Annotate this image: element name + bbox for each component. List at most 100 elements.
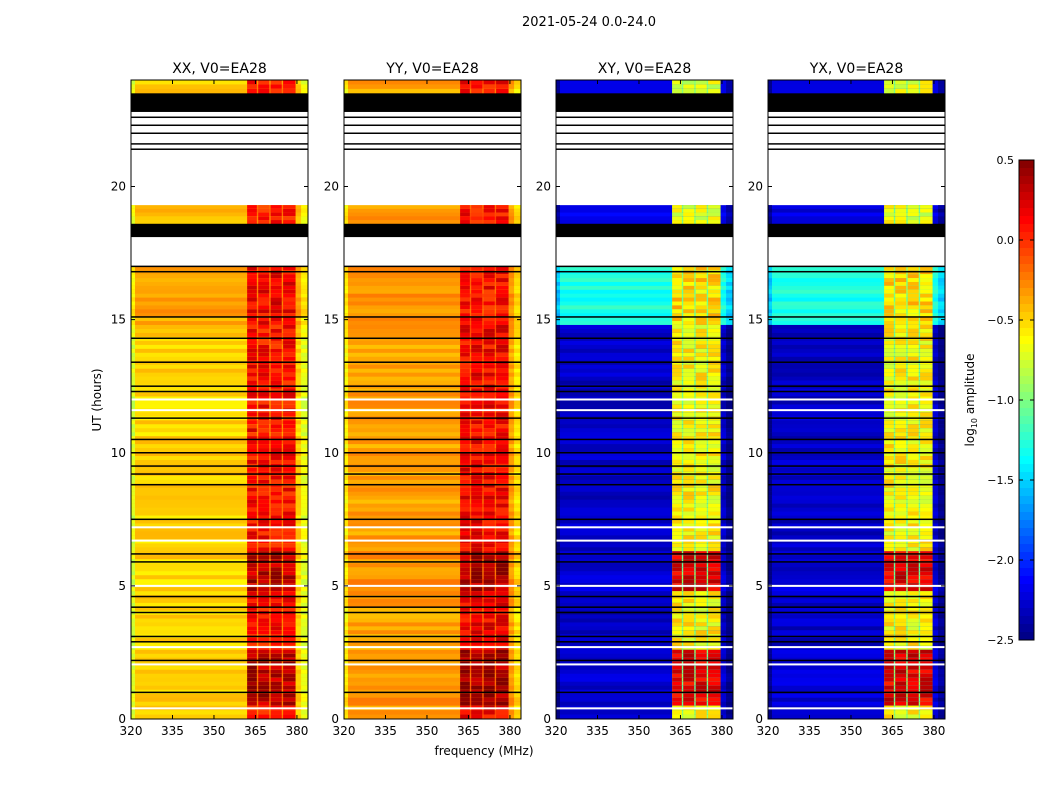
heatmap-cell [920, 392, 933, 397]
heatmap-cell [344, 364, 521, 370]
heatmap-cell [768, 495, 945, 501]
heatmap-cell [920, 301, 933, 306]
heatmap-cell [907, 579, 919, 584]
heatmap-cell [895, 285, 907, 291]
heatmap-cell [471, 360, 483, 366]
heatmap-cell [471, 205, 483, 210]
heatmap-cell [344, 212, 348, 217]
flag-line [131, 611, 308, 614]
heatmap-cell [695, 352, 707, 358]
heatmap-cell [556, 507, 560, 513]
heatmap-cell [496, 519, 509, 524]
heatmap-cell [131, 499, 135, 505]
heatmap-cell [920, 511, 933, 517]
heatmap-cell [344, 420, 521, 425]
heatmap-cell [344, 495, 348, 501]
heatmap-cell [247, 503, 257, 509]
heatmap-cell [683, 599, 695, 604]
heatmap-cell [344, 348, 348, 354]
heatmap-cell [895, 710, 907, 716]
heatmap-cell [270, 710, 282, 716]
heatmap-cell [270, 641, 282, 647]
heatmap-cell [884, 567, 894, 572]
heatmap-cell [768, 475, 772, 481]
heatmap-cell [483, 491, 495, 497]
heatmap-cell [672, 340, 682, 346]
heatmap-cell [895, 289, 907, 295]
flag-line [768, 124, 945, 127]
heatmap-cell [556, 216, 733, 221]
heatmap-cell [270, 614, 282, 620]
heatmap-cell [247, 618, 257, 623]
heatmap-cell [270, 340, 282, 346]
heatmap-cell [938, 519, 945, 524]
heatmap-cell [556, 344, 560, 350]
heatmap-cell [471, 448, 483, 453]
heatmap-cell [907, 638, 919, 643]
heatmap-cell [556, 543, 560, 548]
nodata-line [768, 707, 945, 710]
heatmap-cell [556, 321, 733, 326]
heatmap-cell [270, 448, 282, 453]
heatmap-cell [907, 630, 919, 635]
heatmap-cell [556, 519, 560, 524]
heatmap-cell [938, 602, 945, 608]
heatmap-cell [131, 220, 135, 225]
heatmap-cell [496, 649, 509, 655]
heatmap-cell [514, 599, 521, 604]
flag-line [768, 417, 945, 419]
heatmap-cell [768, 88, 945, 94]
heatmap-cell [131, 693, 308, 699]
heatmap-cell [344, 336, 521, 342]
heatmap-cell [344, 297, 521, 303]
heatmap-cell [683, 317, 695, 322]
heatmap-cell [258, 606, 270, 612]
heatmap-cell [895, 641, 907, 647]
heatmap-cell [556, 638, 733, 643]
heatmap-cell [683, 714, 695, 720]
heatmap-cell [884, 622, 894, 627]
heatmap-cell [556, 368, 733, 374]
heatmap-cell [270, 305, 282, 310]
heatmap-cell [301, 305, 308, 310]
flag-line [556, 483, 733, 486]
heatmap-cell [301, 392, 308, 397]
heatmap-cell [131, 324, 308, 330]
heatmap-cell [471, 479, 483, 485]
heatmap-cell [938, 289, 945, 295]
flag-line [344, 635, 521, 638]
heatmap-cell [514, 376, 521, 382]
heatmap-cell [683, 364, 695, 370]
heatmap-cell [483, 622, 495, 627]
heatmap-cell [344, 332, 521, 338]
heatmap-cell [471, 309, 483, 314]
heatmap-cell [672, 289, 682, 295]
heatmap-cell [768, 344, 945, 350]
heatmap-cell [131, 281, 308, 287]
heatmap-cell [556, 653, 733, 659]
heatmap-cell [247, 297, 257, 303]
heatmap-cell [768, 208, 945, 214]
heatmap-cell [131, 336, 308, 342]
heatmap-cell [672, 305, 682, 310]
heatmap-cell [131, 515, 308, 521]
heatmap-cell [695, 328, 707, 334]
nodata-line [556, 584, 733, 587]
heatmap-cell [920, 420, 933, 425]
x-tick-label: 335 [374, 724, 397, 738]
heatmap-cell [907, 681, 919, 687]
heatmap-cell [471, 602, 483, 608]
heatmap-cell [884, 511, 894, 517]
heatmap-cell [131, 436, 308, 441]
heatmap-cell [895, 587, 907, 592]
heatmap-cell [344, 567, 521, 572]
y-tick-label: 15 [536, 313, 551, 327]
heatmap-cell [131, 677, 135, 683]
colorbar-tick-label: −1.5 [987, 474, 1014, 487]
heatmap-cell [258, 495, 270, 501]
nodata-line [131, 398, 308, 401]
colorbar-segment [1019, 464, 1034, 473]
heatmap-cell [938, 444, 945, 449]
heatmap-cell [768, 412, 772, 417]
